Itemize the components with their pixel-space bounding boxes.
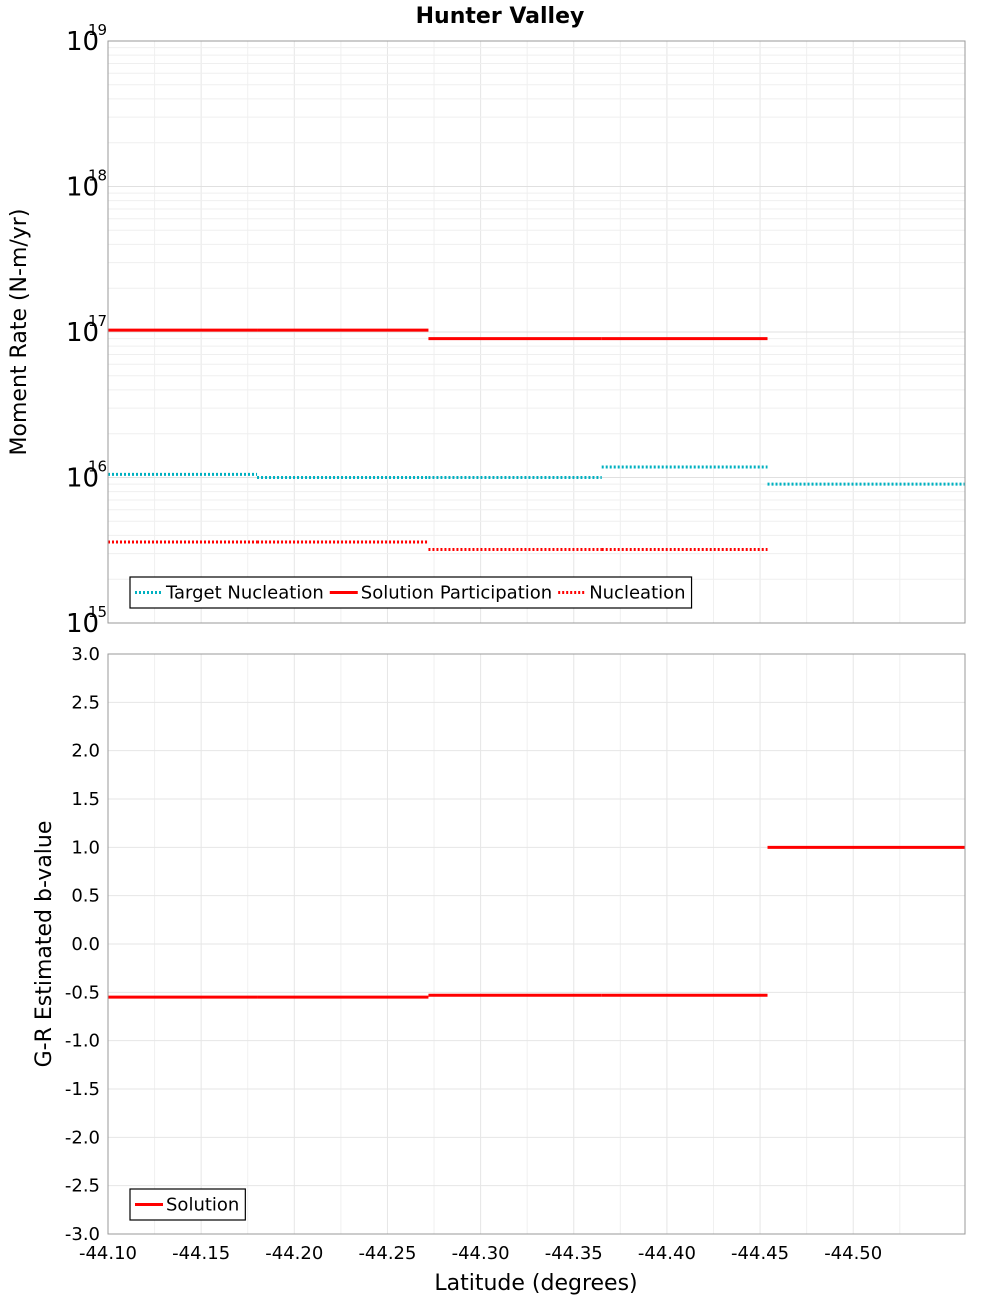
top-y-tick-base: 10: [66, 464, 99, 494]
legend-label: Nucleation: [589, 583, 685, 604]
top-y-tick-base: 10: [66, 318, 99, 348]
bottom-y-tick-label: -3.0: [65, 1224, 100, 1245]
top-y-tick-base: 10: [66, 173, 99, 203]
bottom-y-tick-labels: 3.0 2.5 2.0 1.5 1.0 0.5 0.0 -0.5 -1.0 -1.5 -2.0 -2.…: [65, 644, 100, 1245]
top-y-tick-exponent: 19: [88, 21, 107, 39]
bottom-y-axis-label: G-R Estimated b-value: [32, 821, 57, 1068]
top-panel-series: [108, 328, 965, 552]
top-plot-area: [107, 40, 966, 624]
bottom-panel-series: [108, 845, 965, 999]
x-tick-label: -44.10: [79, 1243, 137, 1264]
legend-box: [129, 576, 693, 609]
bottom-y-tick-label: 1.0: [71, 837, 100, 858]
x-axis-label: Latitude (degrees): [434, 1271, 637, 1296]
x-tick-label: -44.15: [172, 1243, 230, 1264]
x-tick-label: -44.20: [265, 1243, 323, 1264]
bottom-y-tick-label: -1.0: [65, 1031, 100, 1052]
x-tick-label: -44.40: [638, 1243, 696, 1264]
x-tick-label: -44.50: [824, 1243, 882, 1264]
bottom-y-tick-label: -1.5: [65, 1079, 100, 1100]
top-panel-grid: [107, 41, 965, 624]
bottom-y-tick-label: 3.0: [71, 644, 100, 665]
bottom-y-tick-label: 1.5: [71, 789, 100, 810]
legend-label: Target Nucleation: [165, 583, 324, 604]
x-tick-labels: -44.10 -44.15 -44.20 -44.25 -44.30 -44.35 -44.…: [79, 1243, 882, 1264]
bottom-panel-grid: [107, 653, 965, 1235]
legend-label: Solution: [166, 1195, 239, 1216]
top-y-tick-exponent: 18: [88, 167, 107, 185]
bottom-y-tick-label: -2.5: [65, 1176, 100, 1197]
bottom-y-tick-label: 2.5: [71, 692, 100, 713]
bottom-y-tick-label: -0.5: [65, 982, 100, 1003]
bottom-y-tick-label: 0.5: [71, 886, 100, 907]
x-tick-label: -44.35: [545, 1243, 603, 1264]
top-y-axis-label: Moment Rate (N-m/yr): [7, 209, 32, 456]
top-y-tick-base: 10: [66, 27, 99, 57]
bottom-y-tick-label: -2.0: [65, 1127, 100, 1148]
chart-title: Hunter Valley: [416, 4, 585, 29]
x-tick-label: -44.45: [731, 1243, 789, 1264]
bottom-legend: Solution: [129, 1188, 246, 1221]
top-y-tick-exponent: 16: [88, 458, 107, 476]
top-y-tick-base: 10: [66, 609, 99, 639]
series-nucleation: [108, 540, 768, 552]
legend-label: Solution Participation: [361, 583, 552, 604]
x-tick-label: -44.30: [452, 1243, 510, 1264]
bottom-plot-area: [107, 653, 966, 1235]
x-tick-label: -44.25: [358, 1243, 416, 1264]
series-solution: [108, 845, 965, 999]
series-target-nucleation: [108, 465, 965, 486]
series-solution-participation: [108, 328, 768, 341]
bottom-y-tick-label: 0.0: [71, 934, 100, 955]
bottom-y-tick-label: 2.0: [71, 741, 100, 762]
top-y-tick-exponent: 15: [88, 603, 107, 621]
top-legend: Target Nucleation Solution Participation N…: [129, 576, 693, 609]
top-y-tick-exponent: 17: [88, 312, 107, 330]
